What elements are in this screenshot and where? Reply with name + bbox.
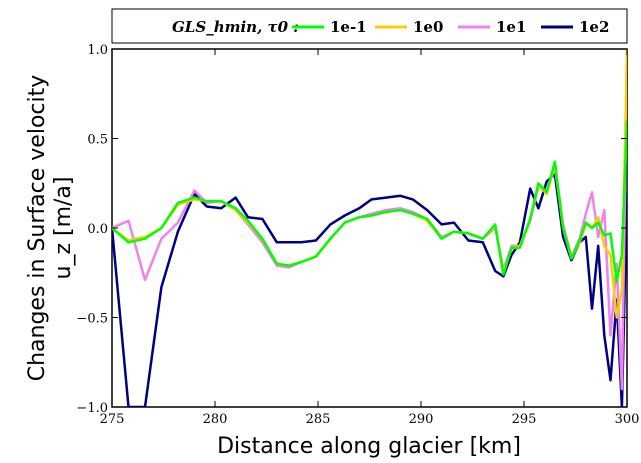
legend-items: 1e-1 1e0 1e1 1e2 [292, 18, 609, 36]
x-tick-label: 275 [100, 412, 125, 427]
x-tick-label: 280 [203, 412, 228, 427]
y-tick-label: 0.0 [87, 222, 108, 237]
x-tick-label: 295 [512, 412, 537, 427]
y-tick-label: −1.0 [76, 401, 108, 416]
plot-frame [111, 48, 628, 408]
series-line-1e1 [112, 66, 627, 391]
y-axis-title-line2: u_z [m/a] [51, 177, 76, 280]
x-tick-label: 290 [409, 412, 434, 427]
x-axis-title: Distance along glacier [km] [217, 434, 521, 459]
ticks-layer: 275 280 285 290 295 300 −1.0 −0.5 0.0 0.5 1.0 [76, 43, 639, 427]
legend-label-1e-1: 1e-1 [330, 18, 367, 36]
y-tick-label: −0.5 [76, 312, 108, 327]
y-tick-label: 1.0 [87, 43, 108, 58]
x-tick-label: 300 [615, 412, 640, 427]
legend-title: GLS_hmin, τ0 : [172, 18, 299, 36]
legend-label-1e1: 1e1 [496, 18, 526, 36]
series-line-1e2 [112, 173, 627, 407]
y-tick-label: 0.5 [87, 133, 108, 148]
series-layer [112, 49, 627, 407]
legend-label-1e2: 1e2 [579, 18, 609, 36]
series-line-1e-1 [112, 120, 627, 283]
y-axis-title-line1: Changes in Surface velocity [25, 75, 50, 382]
legend: GLS_hmin, τ0 : 1e-1 1e0 1e1 1e2 [111, 8, 628, 44]
legend-label-1e0: 1e0 [413, 18, 443, 36]
x-tick-label: 285 [306, 412, 331, 427]
